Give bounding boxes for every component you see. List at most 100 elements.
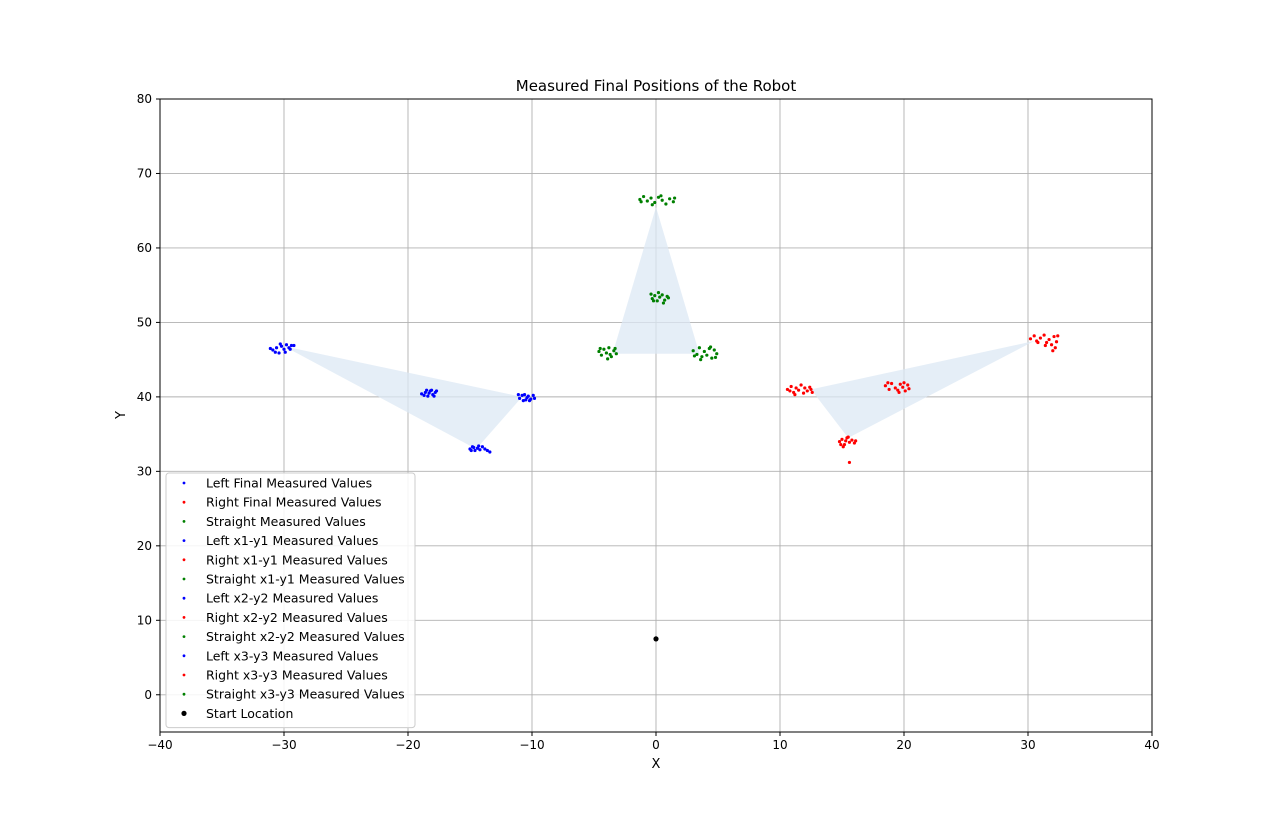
data-point: [649, 196, 653, 200]
data-point: [887, 387, 891, 392]
data-point: [606, 357, 610, 361]
data-point: [653, 200, 657, 205]
data-point: [278, 342, 282, 346]
y-tick-label: 50: [137, 315, 152, 329]
data-point: [847, 460, 852, 465]
left-final-series: [468, 444, 492, 454]
data-point: [661, 301, 666, 305]
legend-marker: [182, 673, 186, 677]
legend-marker: [182, 539, 186, 542]
straight-x2-y2-series: [597, 346, 618, 361]
data-point: [801, 391, 806, 395]
data-point: [797, 388, 801, 392]
data-point: [1056, 334, 1060, 338]
legend-label: Left x2-y2 Measured Values: [206, 591, 378, 606]
y-tick-label: 10: [137, 613, 152, 627]
data-point: [794, 386, 798, 390]
data-point: [803, 386, 807, 390]
data-point: [650, 203, 654, 207]
left-x3-y3-series: [516, 393, 537, 403]
y-tick-label: 60: [137, 241, 152, 255]
data-points: [268, 194, 1060, 642]
data-point: [809, 387, 813, 392]
straight-x3-y3-series: [691, 345, 719, 362]
data-point: [425, 388, 429, 392]
data-point: [850, 438, 854, 442]
data-point: [1043, 343, 1047, 348]
data-point: [666, 296, 671, 300]
data-point: [284, 343, 289, 347]
data-point: [837, 439, 842, 444]
data-point: [649, 292, 653, 296]
legend-marker: [182, 692, 186, 696]
right-region: [811, 341, 1035, 438]
data-point: [604, 351, 609, 355]
chart-title: Measured Final Positions of the Robot: [516, 77, 797, 95]
data-point: [897, 390, 901, 395]
data-point: [432, 394, 436, 398]
data-point: [282, 347, 286, 351]
legend-marker: [182, 654, 186, 658]
data-point: [521, 399, 525, 403]
data-point: [485, 448, 489, 453]
x-tick-label: 30: [1020, 738, 1035, 752]
y-tick-label: 70: [137, 166, 152, 180]
data-point: [426, 394, 430, 398]
legend-label: Straight x3-y3 Measured Values: [206, 687, 405, 702]
data-point: [527, 399, 532, 403]
data-point: [429, 388, 434, 392]
legend-label: Right x3-y3 Measured Values: [206, 668, 388, 683]
data-point: [477, 444, 481, 448]
shaded-regions: [284, 206, 1035, 450]
data-point: [1049, 343, 1054, 347]
data-point: [613, 346, 617, 351]
legend-marker: [182, 500, 186, 504]
right-final-series: [837, 435, 858, 465]
data-point: [1042, 333, 1046, 337]
data-point: [799, 383, 803, 387]
data-point: [608, 352, 612, 357]
y-tick-label: 0: [144, 688, 152, 702]
x-tick-label: −10: [519, 738, 544, 752]
x-tick-label: 40: [1144, 738, 1159, 752]
data-point: [520, 393, 524, 397]
legend-marker: [182, 481, 186, 485]
data-point: [893, 386, 897, 390]
data-point: [273, 350, 277, 354]
x-tick-label: 10: [772, 738, 787, 752]
data-point: [473, 448, 477, 453]
data-point: [599, 353, 604, 357]
data-point: [597, 349, 601, 354]
data-point: [660, 198, 664, 202]
data-point: [785, 387, 790, 392]
data-point: [658, 295, 662, 299]
data-point: [642, 194, 646, 199]
data-point: [847, 440, 852, 444]
data-point: [1054, 340, 1059, 344]
data-point: [655, 299, 659, 303]
data-point: [518, 396, 522, 400]
data-point: [1052, 334, 1056, 339]
legend: Left Final Measured Values Right Final Me…: [165, 472, 416, 729]
data-point: [607, 346, 611, 350]
data-point: [841, 445, 845, 449]
data-point: [1051, 349, 1055, 353]
data-point: [902, 381, 906, 385]
start-location-point: [653, 636, 659, 642]
x-tick-label: 0: [652, 738, 660, 752]
data-point: [531, 393, 535, 397]
legend-label: Right x1-y1 Measured Values: [206, 552, 388, 567]
data-point: [1032, 334, 1036, 338]
left-x1-y1-series: [268, 342, 296, 355]
y-tick-label: 40: [137, 390, 152, 404]
data-point: [846, 435, 850, 439]
data-point: [705, 353, 709, 357]
data-point: [715, 352, 719, 356]
data-point: [697, 346, 702, 350]
left-x2-y2-series: [420, 388, 439, 398]
legend-label: Straight x2-y2 Measured Values: [206, 629, 405, 644]
data-point: [274, 346, 279, 350]
data-point: [886, 381, 890, 385]
data-point: [525, 396, 529, 400]
data-point: [653, 294, 657, 298]
